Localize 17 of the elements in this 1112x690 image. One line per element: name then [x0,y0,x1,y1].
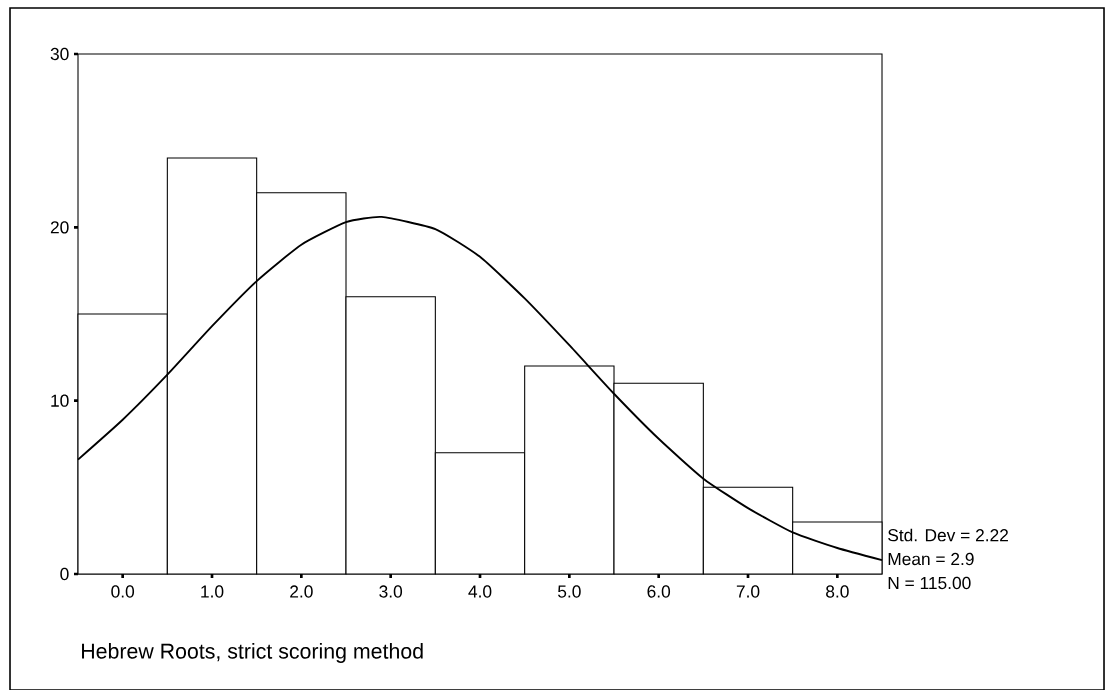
x-tick-label: 7.0 [736,585,760,598]
text: N = 115.00 [888,576,971,590]
text: Std. Dev = 2.22 [888,528,1008,542]
x-tick-label: 1.0 [201,585,224,598]
x-tick-label: 5.0 [557,585,581,598]
y-tick-label: 20 [50,221,69,234]
x-tick-label: 2.0 [290,585,313,598]
y-tick-label: 10 [51,394,69,407]
x-axis-title: Hebrew Roots, strict scoring method [82,643,423,663]
text: Mean = 2.9 [888,552,974,566]
x-tick-label: 8.0 [826,585,849,598]
x-tick-label: 4.0 [468,585,492,598]
x-tick-label: 0.0 [111,585,135,598]
x-tick-label: 6.0 [647,585,671,598]
y-tick-label: 30 [50,47,69,61]
y-tick-label: 0 [60,567,69,581]
x-tick-label: 3.0 [379,585,403,598]
